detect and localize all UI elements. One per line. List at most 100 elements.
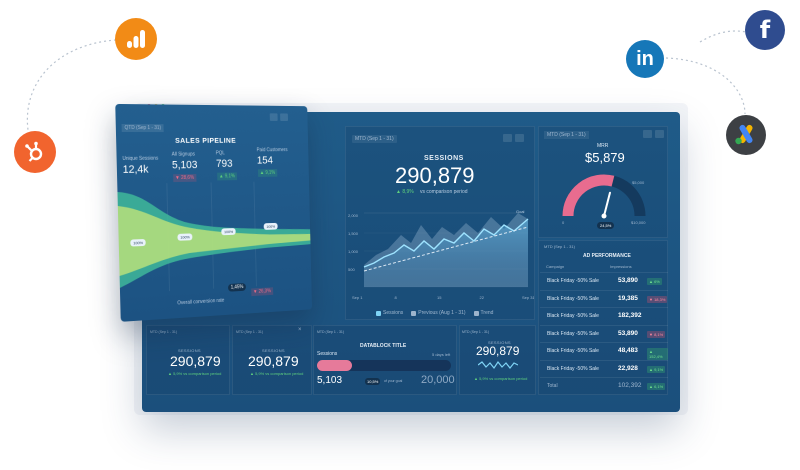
- ad-table-row[interactable]: Black Friday -50% Sale 53,890 ▲ 6%: [540, 272, 668, 290]
- ad-row-name: Black Friday -50% Sale: [547, 348, 599, 354]
- datablock-date-select[interactable]: MTD (Sep 1 - 31): [317, 330, 344, 334]
- stage-2-change: ▼ 28,6%: [173, 174, 196, 182]
- ad-title: AD PERFORMANCE: [583, 253, 631, 259]
- ad-row-value: 53,890: [618, 277, 638, 284]
- chart-icon[interactable]: [270, 113, 278, 121]
- datablock-metric: Sessions: [317, 351, 337, 357]
- sessions-area-chart: 2,0001,5001,000500 Goal Sep 1 8 15 22 Sep 31: [346, 205, 534, 305]
- ad-row-change-value: 18,3%: [654, 297, 665, 302]
- x-tick-label: 8: [395, 295, 398, 300]
- gauge-needle: [604, 193, 610, 216]
- pipeline-title: SALES PIPELINE: [175, 136, 236, 145]
- funnel-chip-3: 100%: [221, 228, 236, 235]
- sessions-legend: Sessions Previous (Aug 1 - 31) Trend: [376, 310, 493, 316]
- ad-column-impressions[interactable]: Impressions: [610, 264, 632, 269]
- gauge-label-mid: $5,000: [632, 180, 645, 185]
- chart-icon[interactable]: [643, 130, 652, 138]
- sessions-change-value: 8,9%: [402, 189, 413, 195]
- legend-trend[interactable]: Trend: [474, 310, 494, 316]
- ad-row-change-badge: ▲ 6,1%: [647, 383, 665, 390]
- tile4-date-select[interactable]: MTD (Sep 1 - 31): [462, 330, 489, 334]
- legend-checkbox[interactable]: [376, 311, 381, 316]
- datablock-progress-fill: [317, 360, 352, 371]
- ad-row-change-badge: ▼ 8,1%: [647, 331, 665, 338]
- facebook-logo-icon: f: [745, 10, 785, 50]
- linkedin-glyph: in: [636, 48, 654, 71]
- ad-table-row[interactable]: Black Friday -50% Sale 48,483 ▲ 152,4%: [540, 342, 668, 360]
- ad-row-value: 19,385: [618, 295, 638, 302]
- ad-row-change-badge: ▲ 152,4%: [647, 348, 668, 360]
- ad-table-row[interactable]: Black Friday -50% Sale 182,392: [540, 307, 668, 325]
- stage-1-value: 12,4k: [123, 164, 149, 176]
- stage-3-label: PQL: [216, 150, 225, 156]
- ad-row-change-badge: ▼ 18,3%: [647, 296, 667, 303]
- close-icon[interactable]: ×: [298, 327, 302, 333]
- mrr-date-select[interactable]: MTD (Sep 1 - 31): [544, 131, 589, 139]
- ad-row-value: 22,928: [618, 365, 638, 372]
- tile4-sparkline: [478, 359, 518, 371]
- stage-3-change-value: 9,1%: [225, 173, 235, 179]
- ad-row-name: Black Friday -50% Sale: [547, 331, 599, 337]
- more-options-icon[interactable]: [655, 130, 664, 138]
- stage-3-value: 793: [216, 158, 233, 170]
- datablock-progress-bar: [317, 360, 451, 371]
- tile2-value: 290,879: [248, 353, 299, 369]
- stage-3-change: ▲ 9,1%: [217, 172, 237, 180]
- x-axis-ticks: Sep 1 8 15 22 Sep 31: [352, 295, 534, 300]
- google-ads-logo-icon: [726, 115, 766, 155]
- datablock-current: 5,103: [317, 375, 342, 386]
- stage-4-change-value: 9,1%: [265, 170, 275, 176]
- x-tick-label: 15: [437, 295, 442, 300]
- funnel-chip-2: 100%: [177, 233, 192, 240]
- more-options-icon[interactable]: [280, 113, 288, 121]
- sessions-change: ▲ 8,9%: [396, 189, 414, 195]
- stage-4-change: ▲ 9,1%: [258, 169, 277, 177]
- legend-trend-label: Trend: [481, 310, 494, 316]
- mrr-title: MRR: [597, 143, 608, 149]
- chart-icon[interactable]: [503, 134, 512, 142]
- ad-table-row[interactable]: Total 102,392 ▲ 6,1%: [540, 377, 668, 395]
- ad-row-name: Black Friday -50% Sale: [547, 296, 599, 302]
- legend-previous[interactable]: Previous (Aug 1 - 31): [411, 310, 465, 316]
- gauge-label-max: $10,000: [631, 220, 646, 225]
- ad-row-change-value: 152,4%: [649, 354, 663, 359]
- funnel-chip-1: 100%: [130, 239, 146, 247]
- legend-sessions[interactable]: Sessions: [376, 310, 403, 316]
- ad-table-row[interactable]: Black Friday -50% Sale 19,385 ▼ 18,3%: [540, 290, 668, 308]
- ad-row-change-badge: ▲ 9,1%: [647, 366, 665, 373]
- y-tick-label: 2,000: [348, 213, 359, 218]
- facebook-glyph: f: [760, 16, 770, 44]
- ad-row-value: 182,392: [618, 312, 642, 319]
- ads-triangle-icon: [734, 124, 758, 146]
- y-tick-label: 1,500: [348, 231, 359, 236]
- tile2-date-select[interactable]: MTD (Sep 1 - 31): [236, 330, 263, 334]
- ad-column-campaign[interactable]: Campaign: [546, 264, 564, 269]
- mrr-gauge: 0 $5,000 $10,000: [558, 166, 650, 226]
- stage-4-label: Paid Customers: [257, 147, 288, 153]
- legend-checkbox[interactable]: [474, 311, 479, 316]
- ad-table-row[interactable]: Black Friday -50% Sale 22,928 ▲ 9,1%: [540, 360, 668, 378]
- x-tick-label: Sep 1: [352, 295, 363, 300]
- sales-pipeline-card: QTD (Sep 1 - 31) SALES PIPELINE Unique S…: [115, 104, 312, 322]
- sessions-date-select[interactable]: MTD (Sep 1 - 31): [352, 135, 397, 143]
- mrr-value: $5,879: [585, 150, 625, 165]
- y-tick-label: 500: [348, 267, 355, 272]
- funnel-chip-4: 100%: [264, 223, 278, 230]
- ad-row-change-badge: ▲ 6%: [647, 278, 662, 285]
- ad-row-name: Black Friday -50% Sale: [547, 278, 599, 284]
- ad-row-change-value: 9,1%: [654, 367, 663, 372]
- ad-row-change-value: 6%: [654, 279, 660, 284]
- conversion-value: 1,45%: [228, 283, 246, 292]
- google-analytics-logo-icon: [115, 18, 157, 60]
- tile1-date-select[interactable]: MTD (Sep 1 - 31): [150, 330, 177, 334]
- tile2-sub: ▲ 5,9% vs comparison period: [250, 371, 303, 376]
- y-tick-label: 1,000: [348, 249, 359, 254]
- ad-row-name: Black Friday -50% Sale: [547, 313, 599, 319]
- sessions-title: SESSIONS: [424, 155, 464, 162]
- ad-table-row[interactable]: Black Friday -50% Sale 53,890 ▼ 8,1%: [540, 325, 668, 343]
- datablock-percent: 10,5%: [365, 378, 380, 385]
- ad-date-select[interactable]: MTD (Sep 1 - 31): [544, 244, 575, 249]
- legend-checkbox[interactable]: [411, 311, 416, 316]
- pipeline-date-select[interactable]: QTD (Sep 1 - 31): [122, 124, 164, 132]
- more-options-icon[interactable]: [515, 134, 524, 142]
